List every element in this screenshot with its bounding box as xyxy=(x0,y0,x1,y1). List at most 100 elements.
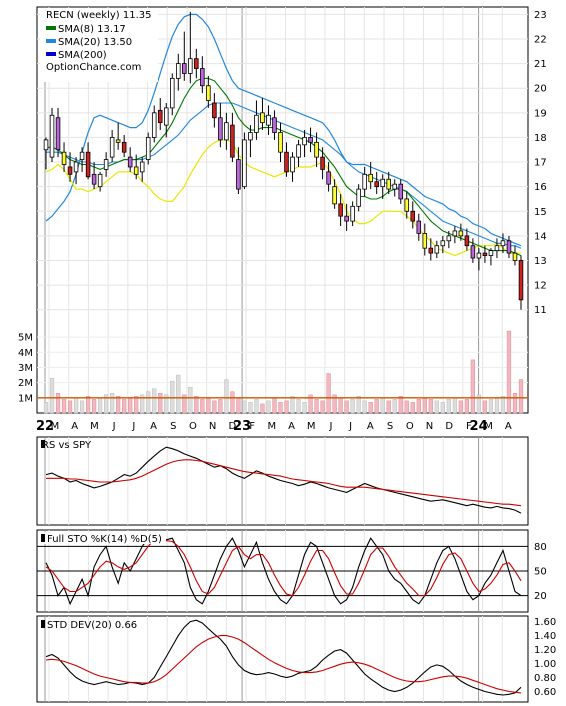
volume-bar xyxy=(49,377,55,414)
volume-bar xyxy=(380,397,385,414)
legend-label: SMA(20) 13.50 xyxy=(58,37,132,48)
volume-bar xyxy=(260,403,265,414)
candle-body xyxy=(157,109,163,124)
candle-body xyxy=(242,139,247,188)
candle-body xyxy=(452,230,458,237)
volume-bar xyxy=(55,393,61,414)
candle-body xyxy=(464,235,470,247)
volume-bar xyxy=(146,391,151,414)
candle-body xyxy=(79,151,85,160)
volume-bar xyxy=(356,396,361,414)
sto-d-line xyxy=(45,539,522,597)
volume-bar xyxy=(290,396,295,414)
volume-bar xyxy=(182,394,187,414)
stddev-legend-swatch xyxy=(41,620,45,628)
candle-body xyxy=(326,171,331,185)
candle-body xyxy=(512,252,518,261)
legend-swatch xyxy=(46,26,56,30)
volume-bar xyxy=(440,402,445,414)
candle-body xyxy=(254,114,259,133)
candle-body xyxy=(170,77,175,109)
volume-bar xyxy=(482,400,488,414)
candle-body xyxy=(362,173,367,190)
volume-bar xyxy=(344,400,349,414)
candle-body xyxy=(392,183,397,190)
volume-bar xyxy=(134,396,139,414)
candle-body xyxy=(494,245,500,252)
candle-body xyxy=(55,117,61,151)
candle-body xyxy=(145,137,151,160)
candle-body xyxy=(163,107,169,126)
month-label: J xyxy=(328,421,332,432)
volume-bar xyxy=(85,396,91,414)
stddev-title: STD DEV(20) 0.66 xyxy=(47,620,137,631)
candle-body xyxy=(428,247,434,254)
year-label: 22 xyxy=(36,419,54,434)
price-tick-label: 21 xyxy=(534,59,547,70)
price-tick-label: 13 xyxy=(534,256,547,267)
legend-swatch xyxy=(46,52,56,56)
volume-bar xyxy=(194,396,199,414)
candle-body xyxy=(230,124,235,158)
month-label: A xyxy=(505,421,512,432)
candle-body xyxy=(109,137,115,158)
volume-bar xyxy=(206,397,211,414)
sto-tick-label: 20 xyxy=(534,591,547,602)
candle-body xyxy=(458,230,464,237)
month-label: A xyxy=(367,421,374,432)
candle-body xyxy=(97,173,103,188)
rs-line xyxy=(45,446,522,514)
candle-body xyxy=(224,122,229,141)
candle-body xyxy=(350,205,355,222)
volume-bar xyxy=(506,330,512,414)
volume-bar xyxy=(326,373,331,414)
volume-tick-label: 4M xyxy=(18,348,33,359)
candle-body xyxy=(133,166,139,175)
month-label: S xyxy=(387,421,393,432)
volume-bar xyxy=(73,397,79,414)
volume-bar xyxy=(110,393,115,414)
volume-bar xyxy=(116,396,121,414)
month-label: J xyxy=(112,421,116,432)
sma8-line xyxy=(46,77,522,257)
year-label: 23 xyxy=(233,419,251,434)
stddev-tick-label: 1.40 xyxy=(534,631,556,642)
month-label: N xyxy=(426,421,433,432)
price-tick-label: 11 xyxy=(534,305,547,316)
candle-body xyxy=(422,233,428,249)
candle-body xyxy=(151,112,157,138)
candle-body xyxy=(212,102,217,119)
candle-body xyxy=(284,151,289,173)
volume-bar xyxy=(158,393,163,414)
legend-label: SMA(8) 13.17 xyxy=(58,24,126,35)
month-label: A xyxy=(71,421,78,432)
stddev-average-line xyxy=(45,635,522,694)
month-label: O xyxy=(406,421,414,432)
candle-body xyxy=(434,245,440,254)
month-label: F xyxy=(249,421,255,432)
candle-body xyxy=(200,68,205,87)
volume-bar xyxy=(79,400,85,414)
volume-bar xyxy=(416,399,421,414)
volume-bar xyxy=(188,386,193,414)
volume-bar xyxy=(464,399,469,414)
volume-bar xyxy=(518,379,524,414)
volume-bar xyxy=(91,399,97,414)
volume-bar xyxy=(398,396,403,414)
volume-bar xyxy=(404,400,409,414)
volume-bar xyxy=(446,399,451,414)
volume-bar xyxy=(452,397,457,414)
candle-body xyxy=(278,132,283,153)
volume-bar xyxy=(284,400,289,414)
candle-body xyxy=(344,215,349,222)
volume-bar xyxy=(176,374,181,414)
candle-body xyxy=(356,188,361,207)
month-label: F xyxy=(466,421,472,432)
month-label: D xyxy=(445,421,453,432)
month-label: M xyxy=(90,421,99,432)
candle-body xyxy=(320,156,325,170)
candle-body xyxy=(194,58,199,69)
volume-bar xyxy=(386,400,391,414)
